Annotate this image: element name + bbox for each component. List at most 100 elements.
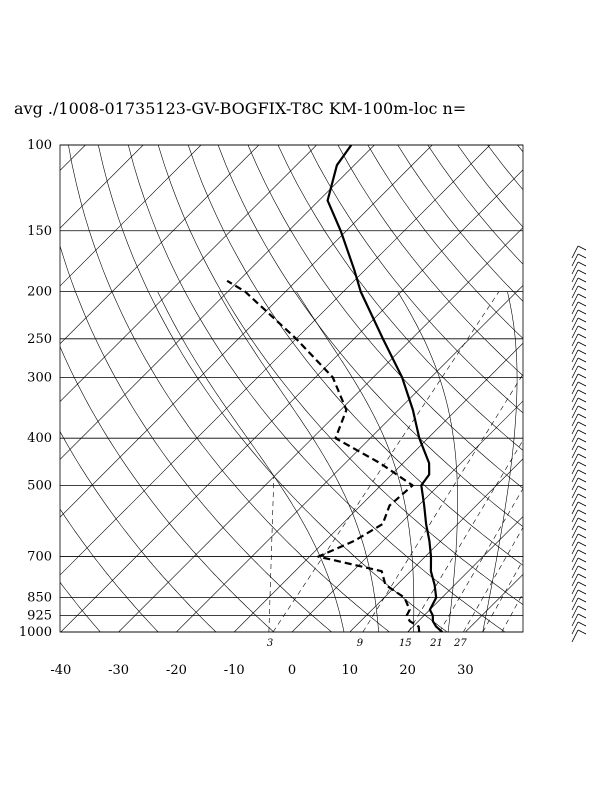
isotherm-line [407,516,523,632]
wind-barb-flag [577,301,587,307]
temperature-tick-label: -10 [224,663,245,678]
dry-adiabat-line [577,145,612,632]
wind-barb-flag [577,373,587,379]
moist-adiabat-line [157,291,345,632]
dry-adiabat-line [98,145,448,632]
wind-barb-flag [577,253,587,259]
wind-barb-flag [577,333,587,339]
wind-barb-flag [577,549,587,555]
temperature-tick-label: -30 [108,663,129,678]
wind-barb [571,613,579,627]
wind-barb [571,285,579,299]
wind-barb-flag [577,613,587,619]
temperature-tick-label: 20 [399,663,416,678]
temperature-profile-line [326,145,444,632]
wind-barb [571,453,579,467]
wind-barb-flag [577,557,587,563]
dry-adiabat-line [187,145,523,566]
pressure-tick-label: 1000 [19,625,52,640]
mixing-ratio-label: 21 [429,638,443,649]
temperature-tick-label: -40 [50,663,71,678]
dry-adiabat-line [60,508,159,632]
wind-barb-flag [577,453,587,459]
profile-layer [226,145,444,632]
wind-barb-flag [577,517,587,523]
wind-barb [571,549,579,563]
wind-barb-flag [577,261,587,267]
wind-barb [571,501,579,515]
isotherm-line [581,145,612,632]
wind-barb [571,381,579,395]
wind-barb [571,541,579,555]
wind-barb [571,421,579,435]
wind-barb [571,533,579,547]
isotherm-line [176,284,523,632]
wind-barb [571,245,579,259]
mixing-ratio-label: 27 [453,638,467,649]
wind-barb-flag [577,349,587,355]
wind-barb-flag [577,365,587,371]
mixing-ratio-line [408,439,523,632]
isobar-layer [59,144,524,633]
wind-barb [571,461,579,475]
wind-barb [571,621,579,635]
wind-barb [571,525,579,539]
wind-barb-flag [577,621,587,627]
mixing-ratio-line [268,476,275,632]
wind-barb [571,341,579,355]
dewpoint-profile-line [226,279,421,632]
wind-barb-flag [577,509,587,515]
wind-barb [571,493,579,507]
mixing-ratio-line [439,487,523,632]
moist-adiabat-line [296,291,415,632]
moist-adiabat-line [482,291,518,632]
wind-barb-flag [577,573,587,579]
wind-barb-flag [577,597,587,603]
pressure-tick-label: 700 [27,550,52,565]
mixing-ratio-line [463,526,523,632]
wind-barb [571,301,579,315]
isotherm-line [60,145,375,460]
mixing-ratio-line [362,373,523,632]
wind-barb-flag [577,565,587,571]
grid-layer [60,145,612,632]
isotherm-line [465,573,523,632]
temperature-tick-label: 30 [457,663,474,678]
wind-barb-flag [577,421,587,427]
wind-barb-flag [577,269,587,275]
moist-adiabat-line [217,291,379,632]
wind-barb [571,317,579,331]
temperature-tick-label: 0 [288,663,296,678]
wind-barb-flag [577,293,587,299]
wind-barb [571,605,579,619]
mixing-ratio-label: 9 [357,638,364,649]
temperature-tick-label: -20 [166,663,187,678]
wind-barb [571,517,579,531]
pressure-tick-label: 925 [27,609,52,624]
pressure-tick-label: 500 [27,478,52,493]
wind-barb-flag [577,437,587,443]
isotherm-line [291,400,523,632]
wind-barb-column [571,245,587,643]
wind-barb-flag [577,357,587,363]
wind-barb [571,597,579,611]
wind-barb [571,357,579,371]
wind-barb [571,373,579,387]
wind-barb-flag [577,493,587,499]
isotherm-line [60,145,202,287]
plot-frame [59,144,524,633]
wind-barb-flag [577,285,587,291]
dry-adiabat-line [517,145,523,153]
wind-barb-flag [577,533,587,539]
wind-barb-flag [577,501,587,507]
wind-barb [571,565,579,579]
dry-adiabat-line [157,145,523,606]
wind-barb [571,277,579,291]
wind-barb [571,397,579,411]
dry-adiabat-line [307,145,523,414]
isotherm-line [233,342,523,632]
wind-barb [571,349,579,363]
wind-barb-flag [577,413,587,419]
wind-barb-flag [577,445,587,451]
